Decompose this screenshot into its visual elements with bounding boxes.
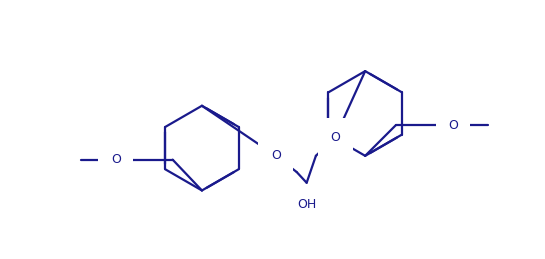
Text: O: O (111, 153, 120, 166)
Text: OH: OH (297, 198, 316, 211)
Text: O: O (271, 149, 281, 162)
Text: O: O (448, 119, 458, 132)
Text: O: O (330, 131, 340, 144)
